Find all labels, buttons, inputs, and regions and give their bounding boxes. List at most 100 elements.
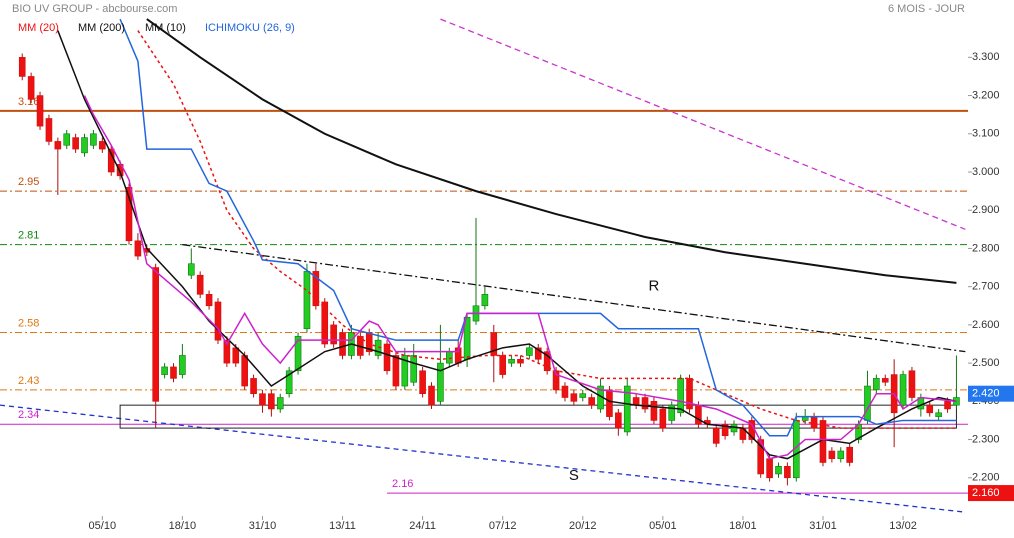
candle-body bbox=[134, 240, 142, 257]
price-tag-label: 2.160 bbox=[972, 487, 1000, 499]
candle-body bbox=[330, 324, 337, 345]
candle-body bbox=[214, 301, 222, 341]
y-tick-label: 2.600 bbox=[972, 319, 1000, 331]
chart-title: BIO UV GROUP - abcbourse.com bbox=[12, 3, 177, 15]
candle-body bbox=[339, 332, 346, 356]
candle-body bbox=[615, 412, 622, 429]
candle-body bbox=[419, 370, 426, 394]
price-tag bbox=[968, 385, 1014, 402]
candle-body bbox=[232, 347, 240, 364]
y-tick-label: 2.300 bbox=[972, 433, 1000, 445]
level-label: 2.58 bbox=[18, 317, 39, 329]
candle-body bbox=[99, 141, 106, 150]
x-tick-label: 13/02 bbox=[889, 520, 917, 532]
candle-body bbox=[285, 370, 293, 394]
x-tick-label: 05/10 bbox=[89, 520, 117, 532]
candle-body bbox=[81, 137, 88, 154]
candle-body bbox=[250, 378, 257, 394]
candle-body bbox=[935, 412, 942, 417]
candle-body bbox=[45, 118, 53, 142]
candle-body bbox=[775, 466, 782, 475]
candle-body bbox=[606, 389, 613, 417]
y-tick-label: 3.000 bbox=[972, 166, 1000, 178]
y-tick-label: 3.300 bbox=[972, 51, 1000, 63]
candle-body bbox=[259, 393, 266, 406]
x-tick-label: 05/01 bbox=[649, 520, 677, 532]
x-tick-label: 18/10 bbox=[169, 520, 197, 532]
price-tag-label: 2.420 bbox=[972, 388, 1000, 400]
candle-body bbox=[36, 95, 44, 127]
candle-body bbox=[908, 370, 916, 398]
candle-body bbox=[312, 271, 320, 307]
candle-body bbox=[810, 416, 818, 429]
candle-body bbox=[944, 401, 951, 410]
x-tick-label: 31/01 bbox=[809, 520, 837, 532]
candle-body bbox=[179, 355, 186, 375]
candle-body bbox=[695, 404, 702, 425]
level-label: 2.81 bbox=[18, 230, 39, 242]
y-tick-label: 2.800 bbox=[972, 242, 1000, 254]
legend-label: MM (20) bbox=[18, 22, 59, 34]
candle-body bbox=[579, 393, 587, 398]
y-tick-label: 2.900 bbox=[972, 204, 1000, 216]
indicator-line bbox=[137, 30, 957, 429]
candle-body bbox=[570, 393, 578, 402]
candle-body bbox=[561, 385, 569, 398]
trendline bbox=[182, 243, 966, 353]
candle-body bbox=[881, 378, 889, 383]
candle-body bbox=[401, 355, 409, 387]
candle-body bbox=[294, 336, 302, 372]
level-label: 2.16 bbox=[392, 478, 413, 490]
annotation: R bbox=[649, 278, 660, 295]
trendline bbox=[440, 18, 966, 230]
candle-body bbox=[632, 397, 640, 406]
candle-body bbox=[534, 347, 542, 360]
candle-body bbox=[686, 378, 693, 410]
candle-body bbox=[90, 133, 97, 146]
candle-body bbox=[170, 366, 177, 379]
x-tick-label: 20/12 bbox=[569, 520, 597, 532]
candle-body bbox=[446, 351, 453, 364]
x-tick-label: 18/01 bbox=[729, 520, 757, 532]
candle-body bbox=[392, 355, 400, 387]
candle-body bbox=[526, 347, 533, 356]
candle-body bbox=[54, 141, 62, 150]
candle-body bbox=[659, 408, 667, 429]
candle-body bbox=[677, 378, 684, 414]
legend-label: MM (200) bbox=[78, 22, 125, 34]
candle-body bbox=[926, 404, 934, 414]
candle-body bbox=[588, 397, 595, 406]
candle-body bbox=[303, 271, 311, 330]
annotation: S bbox=[569, 467, 579, 484]
candle-body bbox=[383, 343, 391, 372]
candle-body bbox=[268, 393, 275, 410]
candle-body bbox=[18, 57, 26, 77]
candle-body bbox=[837, 450, 845, 459]
level-label: 2.43 bbox=[18, 375, 39, 387]
candle-body bbox=[864, 385, 871, 421]
candle-body bbox=[650, 401, 658, 421]
candle-body bbox=[766, 458, 773, 479]
y-tick-label: 3.200 bbox=[972, 89, 1000, 101]
candle-body bbox=[623, 385, 631, 433]
candle-body bbox=[757, 439, 764, 475]
candle-body bbox=[321, 301, 329, 345]
indicator-line bbox=[57, 30, 957, 460]
candle-body bbox=[828, 450, 836, 459]
candle-body bbox=[125, 186, 133, 242]
candle-body bbox=[873, 378, 880, 391]
candle-body bbox=[641, 397, 649, 410]
range-box bbox=[119, 404, 957, 429]
candle-body bbox=[161, 366, 168, 375]
candle-body bbox=[72, 137, 79, 150]
chart-subtitle: 6 MOIS - JOUR bbox=[888, 3, 965, 15]
level-label: 2.95 bbox=[18, 176, 39, 188]
y-tick-label: 3.100 bbox=[972, 128, 1000, 140]
candle-body bbox=[668, 404, 676, 421]
candle-body bbox=[410, 355, 418, 383]
x-tick-label: 13/11 bbox=[329, 520, 356, 532]
candle-body bbox=[712, 427, 720, 444]
candle-body bbox=[205, 294, 213, 307]
candle-body bbox=[428, 385, 435, 406]
